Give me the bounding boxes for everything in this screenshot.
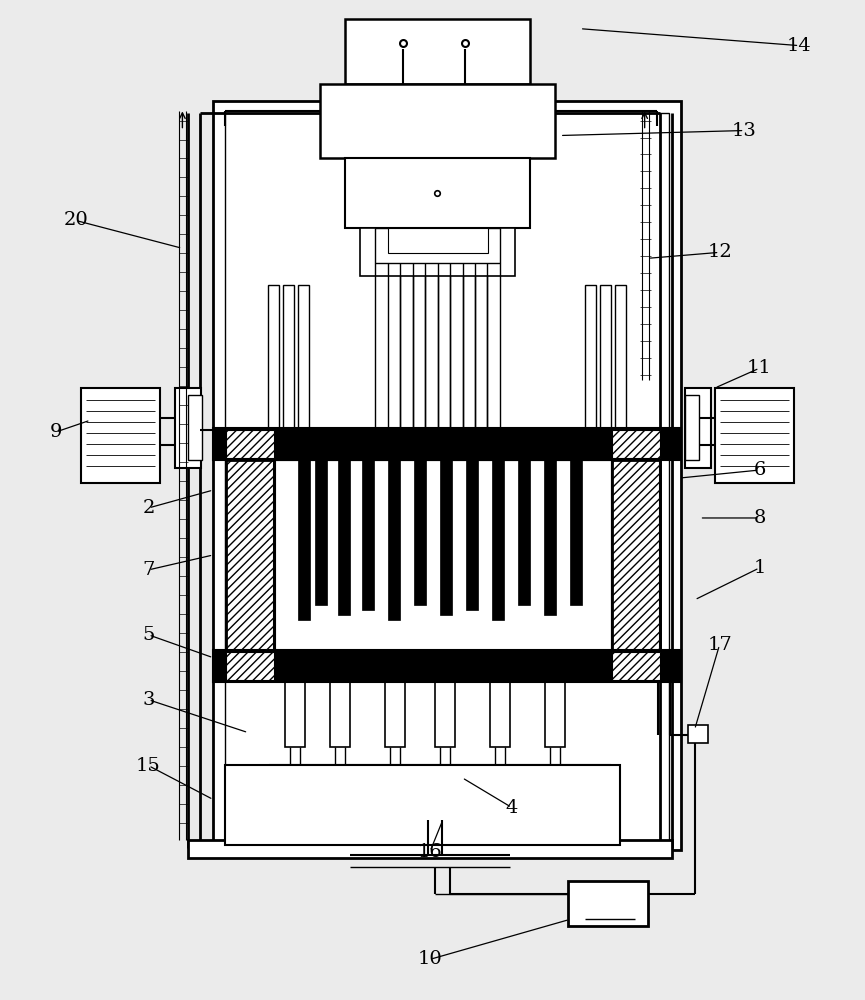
Bar <box>80 388 160 483</box>
Bar <box>388 460 400 620</box>
Bar <box>226 765 619 845</box>
Bar <box>345 158 530 228</box>
Bar <box>320 84 554 158</box>
Bar <box>285 682 305 747</box>
Bar <box>490 682 509 747</box>
Bar <box>612 652 660 680</box>
Text: 16: 16 <box>418 843 442 861</box>
Bar <box>298 285 309 460</box>
Bar <box>714 388 794 483</box>
Bar <box>492 460 504 620</box>
Bar <box>298 460 311 620</box>
Text: 11: 11 <box>747 359 772 377</box>
Bar <box>414 460 426 605</box>
Bar <box>227 652 274 680</box>
Bar <box>227 430 274 458</box>
Bar <box>270 765 440 820</box>
Bar <box>189 840 671 858</box>
Text: 9: 9 <box>49 423 62 441</box>
Bar <box>440 765 610 820</box>
Bar <box>388 228 488 253</box>
Bar <box>345 19 530 84</box>
Text: 17: 17 <box>708 636 732 654</box>
Bar <box>360 228 515 276</box>
Bar <box>362 460 374 610</box>
Bar <box>176 388 202 468</box>
Text: 3: 3 <box>142 691 155 709</box>
Bar <box>268 285 279 460</box>
Bar <box>615 285 625 460</box>
Bar <box>227 460 274 680</box>
Text: 20: 20 <box>63 211 88 229</box>
Bar <box>567 881 648 926</box>
Bar <box>599 285 611 460</box>
Bar <box>612 460 660 680</box>
Bar <box>545 682 565 747</box>
Bar <box>612 430 660 458</box>
Bar <box>688 725 708 743</box>
Bar <box>315 460 327 605</box>
Bar <box>518 460 530 605</box>
Bar <box>275 460 611 680</box>
Text: 6: 6 <box>753 461 766 479</box>
Text: 4: 4 <box>506 799 518 817</box>
Bar <box>338 460 350 615</box>
Text: 10: 10 <box>418 950 442 968</box>
Bar <box>385 682 405 747</box>
Text: 8: 8 <box>753 509 766 527</box>
Bar <box>612 460 660 680</box>
Text: 13: 13 <box>732 122 757 140</box>
Bar <box>544 460 556 615</box>
Bar <box>227 460 274 680</box>
Bar <box>375 228 500 263</box>
Bar <box>684 395 699 460</box>
Text: 14: 14 <box>787 37 811 55</box>
Text: 15: 15 <box>136 757 161 775</box>
Text: 2: 2 <box>142 499 155 517</box>
Bar <box>214 101 681 850</box>
Bar <box>330 682 350 747</box>
Bar <box>585 285 596 460</box>
Bar <box>214 650 681 682</box>
Bar <box>214 428 681 460</box>
Text: 7: 7 <box>142 561 155 579</box>
Bar <box>466 460 478 610</box>
Text: 12: 12 <box>708 243 732 261</box>
Text: 1: 1 <box>753 559 766 577</box>
Bar <box>226 113 669 850</box>
Bar <box>684 388 710 468</box>
Bar <box>189 395 202 460</box>
Bar <box>283 285 294 460</box>
Bar <box>570 460 582 605</box>
Bar <box>435 682 455 747</box>
Bar <box>440 460 452 615</box>
Text: 5: 5 <box>142 626 155 644</box>
